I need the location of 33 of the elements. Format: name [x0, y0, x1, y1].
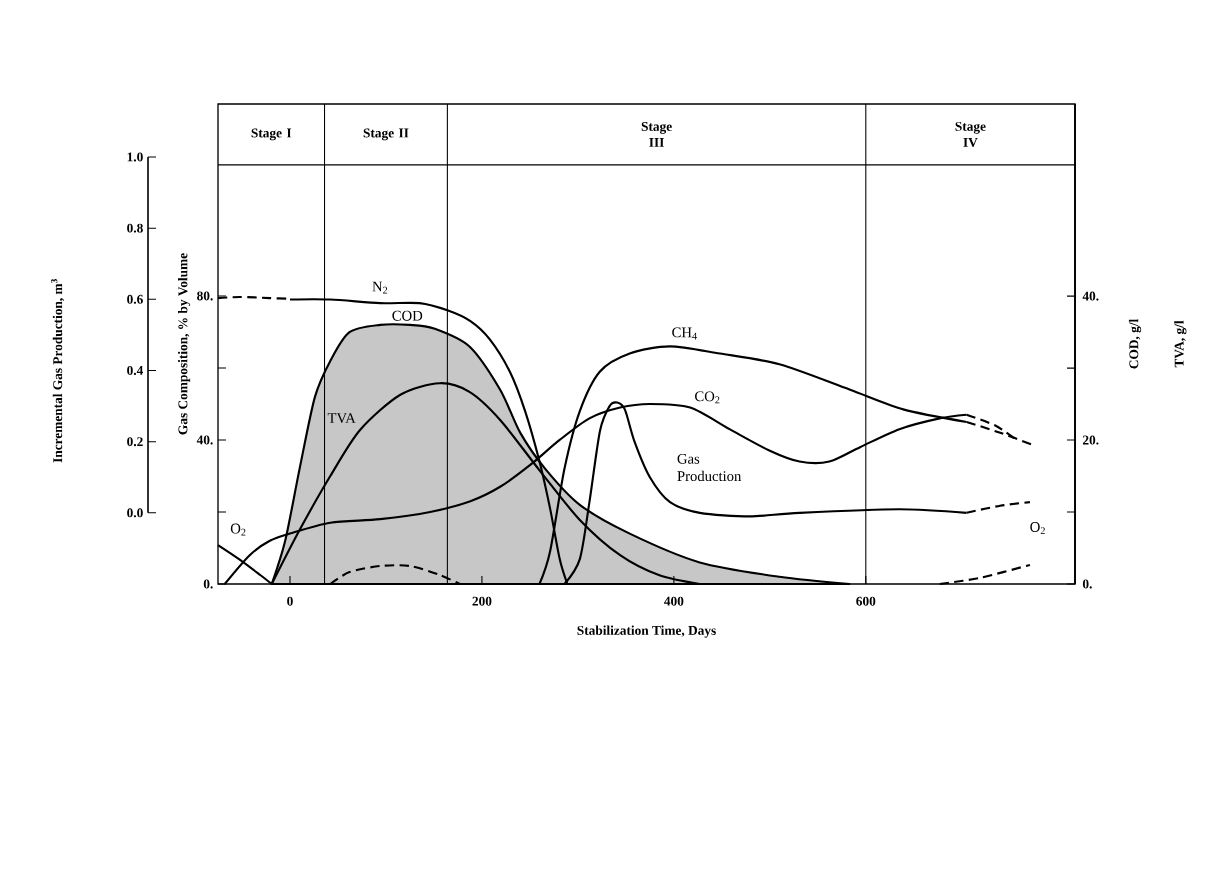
- y3-tick-label: 1.0: [127, 152, 143, 162]
- annotation: Stage IV: [955, 121, 986, 147]
- y3-axis-title: Incremental Gas Production, m$^{3}$: [51, 279, 65, 463]
- y3-tick-label: 0.2: [127, 437, 143, 447]
- x-tick-label: 200: [472, 596, 492, 606]
- text: O$_{2}$: [1030, 522, 1045, 534]
- y-tick-label: 40.: [196, 435, 213, 445]
- y3-tick-label: 0.6: [127, 294, 143, 304]
- series-label: CO$_{2}$: [695, 391, 720, 404]
- y2-axis-title: COD, g/l: [1128, 319, 1142, 369]
- y-tick-label: 80.: [197, 291, 213, 301]
- y3-tick-label: 0.4: [127, 365, 144, 376]
- x-tick-label: 0: [287, 596, 293, 606]
- y2-tick-label: 20.: [1082, 435, 1099, 445]
- x-axis-title: Stabilization Time, Days: [577, 625, 716, 638]
- x-tick-label: 600: [856, 596, 876, 606]
- series-label: CH$_{4}$: [672, 327, 697, 340]
- y2-tick-label: 40.: [1082, 291, 1099, 301]
- y2-tick-label: 0.: [1082, 579, 1092, 589]
- legend-label: O$_{2}$: [230, 523, 246, 536]
- annotation: Stage II: [363, 128, 409, 141]
- x-tick-label: 400: [664, 596, 684, 606]
- series-label: Gas Production: [677, 453, 742, 482]
- annotation: Stage III: [641, 122, 672, 147]
- series-label: TVA: [327, 413, 356, 424]
- annotation: Stage I: [251, 128, 292, 141]
- y-axis-title: Gas Composition, % by Volume: [178, 253, 191, 435]
- series-label: N$_{2}$: [372, 281, 388, 294]
- series-label: COD: [392, 310, 423, 321]
- text: TVA, g/l: [1174, 320, 1187, 368]
- y-tick-label: 0.: [203, 579, 213, 589]
- y3-tick-label: 0.8: [127, 223, 143, 233]
- y3-tick-label: 0.0: [127, 508, 143, 518]
